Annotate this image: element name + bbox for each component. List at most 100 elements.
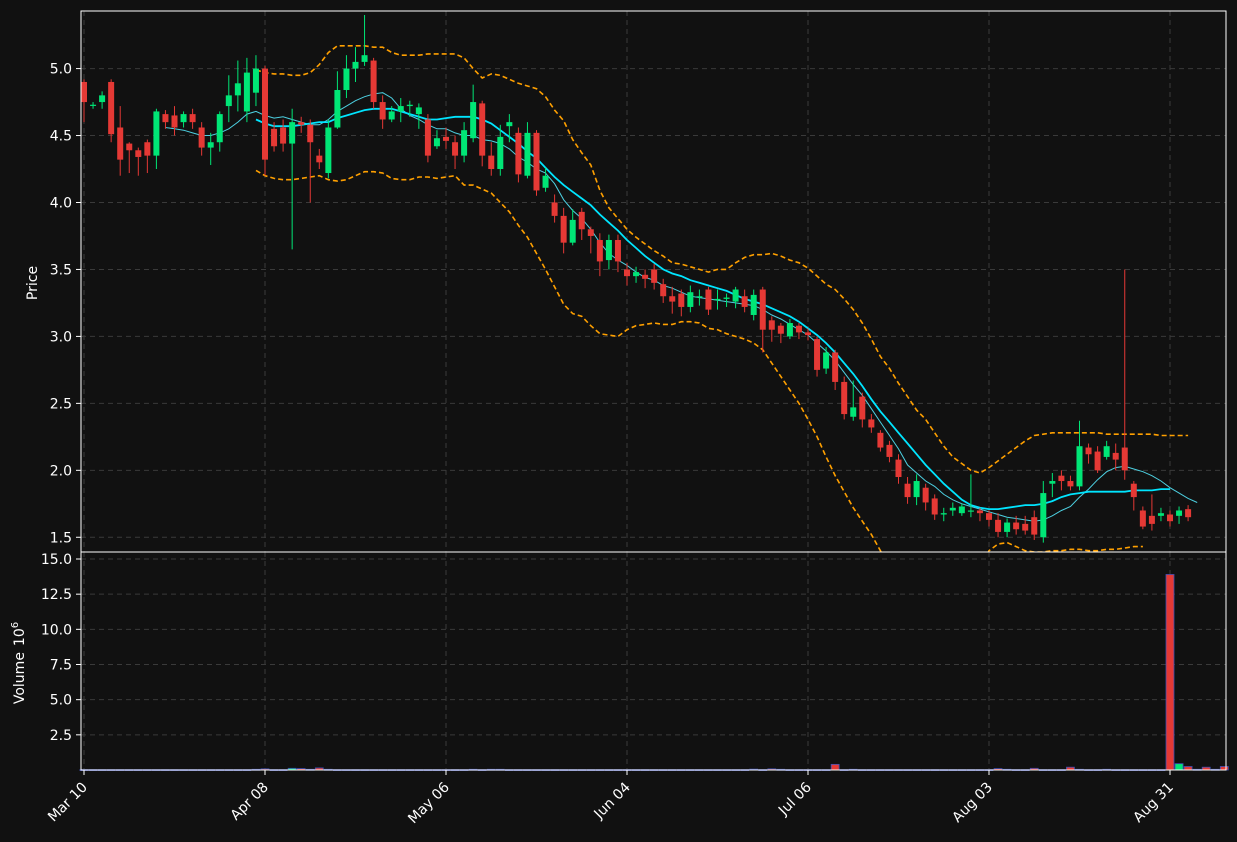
candle-body: [895, 459, 902, 478]
candle-body: [424, 119, 431, 156]
candle-body: [696, 296, 703, 298]
candle-body: [1103, 446, 1110, 457]
candle-body: [642, 274, 649, 279]
candle-body: [126, 143, 133, 151]
volume-axis-exponent-base: 10: [12, 628, 28, 646]
candle-body: [768, 320, 775, 330]
candle-body: [108, 81, 115, 135]
candle-body: [678, 293, 685, 307]
candle-body: [759, 289, 766, 330]
candle-body: [415, 107, 422, 115]
candle-body: [976, 510, 983, 514]
candle-body: [1121, 447, 1128, 471]
candle-body: [280, 127, 287, 144]
volume-axis-label: Volume 106: [10, 622, 28, 704]
candle-body: [1112, 452, 1119, 460]
price-tick-label: 2.0: [50, 463, 72, 479]
candle-body: [850, 407, 857, 417]
candle-body: [289, 122, 296, 144]
candle-body: [1085, 447, 1092, 455]
volume-bar: [1165, 574, 1175, 771]
candle-body: [614, 239, 621, 262]
band-lower-line: [255, 169, 1143, 552]
price-tick-label: 2.5: [50, 396, 72, 412]
candle-body: [741, 296, 748, 307]
volume-bar: [1183, 766, 1193, 771]
candle-body: [325, 127, 332, 174]
moving-average-slow-line: [255, 107, 1170, 510]
candle-body: [470, 102, 477, 139]
candle-body: [234, 83, 241, 96]
volume-bar: [1219, 766, 1229, 771]
candle-body: [904, 483, 911, 498]
candle-body: [922, 487, 929, 503]
candle-body: [271, 128, 278, 147]
candle-body: [1049, 481, 1056, 484]
candle-body: [216, 114, 223, 143]
candle-body: [1130, 483, 1137, 498]
candle-body: [995, 519, 1002, 532]
candle-body: [795, 325, 802, 333]
candle-body: [1031, 517, 1038, 535]
candle-body: [777, 325, 784, 334]
volume-bar: [830, 763, 840, 771]
ma-slow-path: [255, 107, 1170, 510]
candle-body: [90, 104, 97, 106]
candle-body: [343, 68, 350, 91]
candles: [81, 15, 1192, 543]
candle-body: [352, 61, 359, 69]
candle-body: [578, 211, 585, 230]
candle-body: [605, 239, 612, 261]
candle-body: [334, 90, 341, 128]
candle-body: [433, 138, 440, 147]
candle-body: [144, 142, 151, 156]
candle-body: [443, 136, 449, 141]
candle-body: [687, 292, 694, 307]
band-upper-line: [255, 45, 1189, 474]
candle-body: [307, 124, 314, 143]
candle-body: [714, 298, 721, 301]
candle-body: [1013, 522, 1020, 530]
price-tick-label: 3.5: [50, 262, 72, 278]
candle-body: [651, 269, 658, 283]
candle-body: [298, 122, 305, 125]
candle-body: [723, 297, 730, 299]
candle-body: [967, 510, 974, 512]
candle-body: [153, 111, 160, 156]
volume-tick-label: 15.0: [41, 552, 72, 568]
candle-body: [1040, 493, 1047, 538]
band-upper-path: [255, 45, 1189, 474]
candle-body: [406, 104, 413, 107]
volume-tick-label: 10.0: [41, 622, 72, 638]
candle-body: [1004, 522, 1011, 532]
candle-body: [252, 68, 259, 93]
candle-body: [506, 122, 513, 127]
candle-body: [81, 81, 87, 103]
candle-body: [515, 132, 522, 175]
candle-body: [1076, 446, 1083, 487]
candle-body: [1167, 514, 1173, 522]
candle-body: [868, 419, 875, 428]
volume-y-axis: 2.5 5.0 7.5 10.0 12.5 15.0: [41, 552, 81, 744]
candle-body: [1058, 475, 1065, 482]
candle-body: [823, 352, 830, 369]
candle-body: [633, 272, 640, 277]
candle-body: [361, 55, 368, 62]
candle-body: [660, 284, 667, 297]
candle-body: [560, 215, 567, 243]
candle-body: [841, 381, 848, 415]
candle-body: [479, 103, 486, 156]
band-lower-path: [255, 169, 1143, 552]
candle-body: [198, 127, 205, 148]
candle-body: [135, 150, 142, 157]
candle-body: [859, 396, 866, 420]
candle-body: [388, 111, 395, 120]
candle-body: [596, 239, 603, 262]
candle-body: [379, 102, 386, 120]
candle-body: [1094, 451, 1101, 471]
candle-body: [117, 127, 124, 160]
volume-tick-label: 7.5: [50, 658, 72, 674]
candle-body: [786, 323, 793, 337]
candle-body: [452, 142, 459, 156]
candle-body: [99, 95, 106, 103]
